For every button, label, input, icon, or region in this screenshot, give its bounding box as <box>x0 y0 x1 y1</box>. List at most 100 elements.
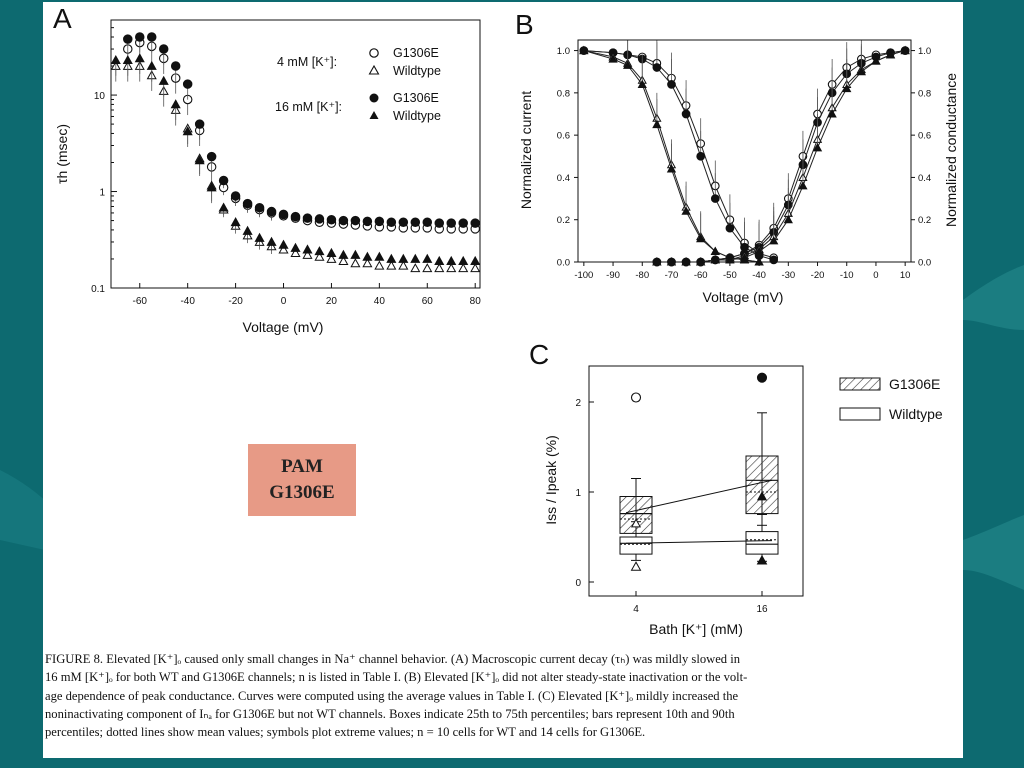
panel-b: B -100 -90 -80 -70 -60 -50 -40 -30 -20 -10 0 100.0 0… <box>515 9 959 305</box>
y2-tick-label: 0.2 <box>918 215 931 226</box>
panel-b-ticks: -100 -90 -80 -70 -60 -50 -40 -30 -20 -10 0 100.0 0.0… <box>557 46 931 281</box>
open-triangle-point <box>410 263 421 273</box>
filled-circle-point <box>278 209 289 220</box>
figure-slide: A -60 -40 -20 0 20 40 60 80 0.1 1 10 Voltage (mV) … <box>43 2 963 758</box>
open-triangle-point <box>398 260 409 270</box>
filled-circle-point <box>756 372 768 383</box>
open-triangle-point <box>422 263 433 273</box>
x-tick-label: -60 <box>694 270 708 281</box>
filled-circle-point <box>135 32 145 42</box>
legend-a-label-3: G1306E <box>393 91 439 105</box>
x-tick-label: -10 <box>840 270 854 281</box>
filled-circle-point <box>182 79 193 89</box>
filled-triangle-point <box>827 109 837 118</box>
filled-triangle-point <box>681 206 691 215</box>
open-triangle-point <box>362 258 373 268</box>
filled-triangle-point <box>900 45 910 55</box>
panel-a-frame <box>110 19 481 289</box>
filled-triangle-point <box>146 60 157 70</box>
panel-c-xlabel: Bath [K⁺] (mM) <box>649 621 743 637</box>
filled-triangle-point <box>134 53 145 63</box>
filled-triangle-point <box>338 249 349 259</box>
open-triangle-point <box>302 249 313 259</box>
panel-c-ylabel: Iss / Ipeak (%) <box>543 435 559 524</box>
x-tick-label: 0 <box>281 296 287 307</box>
figure-caption: FIGURE 8. Elevated [K⁺]ₒ caused only sma… <box>45 650 959 741</box>
filled-triangle-point <box>812 142 823 152</box>
filled-triangle-point <box>290 242 301 252</box>
filled-circle-point <box>314 214 325 224</box>
filled-triangle-point <box>652 119 662 129</box>
filled-triangle-point <box>314 246 325 256</box>
filled-circle-point <box>696 151 706 161</box>
x-tick-label: -20 <box>228 296 243 307</box>
filled-triangle-point <box>769 236 779 245</box>
y-tick-label: 0.1 <box>91 284 105 295</box>
caption-line: 16 mM [K⁺]ₒ for both WT and G1306E chann… <box>45 670 748 685</box>
panel-a-legend: 4 mM [K⁺]: G1306E Wildtype 16 mM [K⁺]: G… <box>275 46 441 123</box>
open-triangle-point <box>350 258 361 268</box>
legend-a-label-1: G1306E <box>393 46 439 60</box>
filled-triangle-point <box>350 249 361 259</box>
filled-triangle-point <box>666 164 677 173</box>
panel-b-marks <box>579 40 910 267</box>
legend-a-open-circle <box>369 48 379 58</box>
filled-circle-point <box>123 34 133 44</box>
filled-triangle-point <box>754 246 764 255</box>
filled-triangle-point <box>470 255 481 265</box>
filled-triangle-point <box>458 255 469 265</box>
filled-circle-point <box>410 217 421 228</box>
y-tick-label: 0 <box>575 578 581 589</box>
filled-triangle-point <box>783 214 793 224</box>
x-tick-label: -80 <box>635 270 649 281</box>
panel-c-marks <box>619 372 779 571</box>
legend-c-label-2: Wildtype <box>889 406 943 422</box>
filled-circle-point <box>769 255 779 265</box>
filled-triangle-point <box>206 182 217 192</box>
panel-c-frame <box>588 365 804 597</box>
panel-a-ylabel: τh (msec) <box>54 124 70 184</box>
filled-circle-point <box>362 216 373 227</box>
filled-triangle-point <box>608 54 618 63</box>
caption-line: FIGURE 8. Elevated [K⁺]ₒ caused only sma… <box>45 652 741 666</box>
y-tick-label: 1 <box>575 488 581 499</box>
y-tick-label: 0.0 <box>557 258 570 269</box>
open-triangle-point <box>290 247 301 257</box>
open-triangle-point <box>470 263 481 273</box>
panel-a-marks <box>110 32 481 273</box>
filled-triangle-point <box>266 236 277 246</box>
panel-b-letter: B <box>515 9 534 40</box>
filled-triangle-point <box>637 79 647 88</box>
panel-c-letter: C <box>529 339 549 370</box>
open-circle-point <box>630 392 642 403</box>
x-tick-label: 40 <box>374 296 386 307</box>
legend-c-open-swatch <box>839 407 881 421</box>
filled-triangle-point <box>725 255 735 264</box>
y-tick-label: 0.2 <box>557 215 570 226</box>
filled-circle-point <box>458 218 468 228</box>
filled-triangle-point <box>230 217 241 227</box>
y2-tick-label: 0.4 <box>918 173 931 184</box>
filled-circle-point <box>725 223 735 233</box>
filled-triangle-point <box>218 202 229 212</box>
open-triangle-point <box>326 253 337 263</box>
filled-circle-point <box>470 218 480 228</box>
filled-triangle-point <box>739 252 750 262</box>
x-tick-label: -70 <box>665 270 679 281</box>
legend-c-label-1: G1306E <box>889 376 940 392</box>
filled-triangle-point <box>871 56 881 65</box>
legend-a-label-4: Wildtype <box>393 109 441 123</box>
y2-tick-label: 0.6 <box>918 131 931 142</box>
legend-a-filled-triangle <box>369 111 379 119</box>
open-triangle-point <box>458 263 469 273</box>
filled-circle-point <box>290 211 301 222</box>
y-tick-label: 1 <box>99 188 105 199</box>
filled-circle-point <box>710 194 720 203</box>
filled-circle-point <box>326 214 337 225</box>
pam-label-box: PAM G1306E <box>248 444 356 516</box>
open-box <box>745 531 779 555</box>
panel-b-y2label: Normalized conductance <box>943 73 959 227</box>
